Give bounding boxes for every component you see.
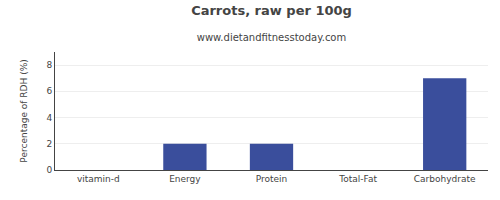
svg-text:Energy: Energy <box>169 174 201 184</box>
svg-text:Percentage of RDH (%): Percentage of RDH (%) <box>19 59 29 162</box>
svg-text:0: 0 <box>46 165 52 175</box>
svg-text:Total-Fat: Total-Fat <box>338 174 377 184</box>
svg-text:Protein: Protein <box>256 174 288 184</box>
svg-text:2: 2 <box>46 139 52 149</box>
svg-text:4: 4 <box>46 113 52 123</box>
svg-text:Carbohydrate: Carbohydrate <box>414 174 476 184</box>
svg-text:vitamin-d: vitamin-d <box>77 174 120 184</box>
svg-text:Carrots, raw per 100g: Carrots, raw per 100g <box>191 3 352 18</box>
svg-text:www.dietandfitnesstoday.com: www.dietandfitnesstoday.com <box>197 32 346 43</box>
svg-text:6: 6 <box>46 86 52 96</box>
svg-text:8: 8 <box>46 60 52 70</box>
